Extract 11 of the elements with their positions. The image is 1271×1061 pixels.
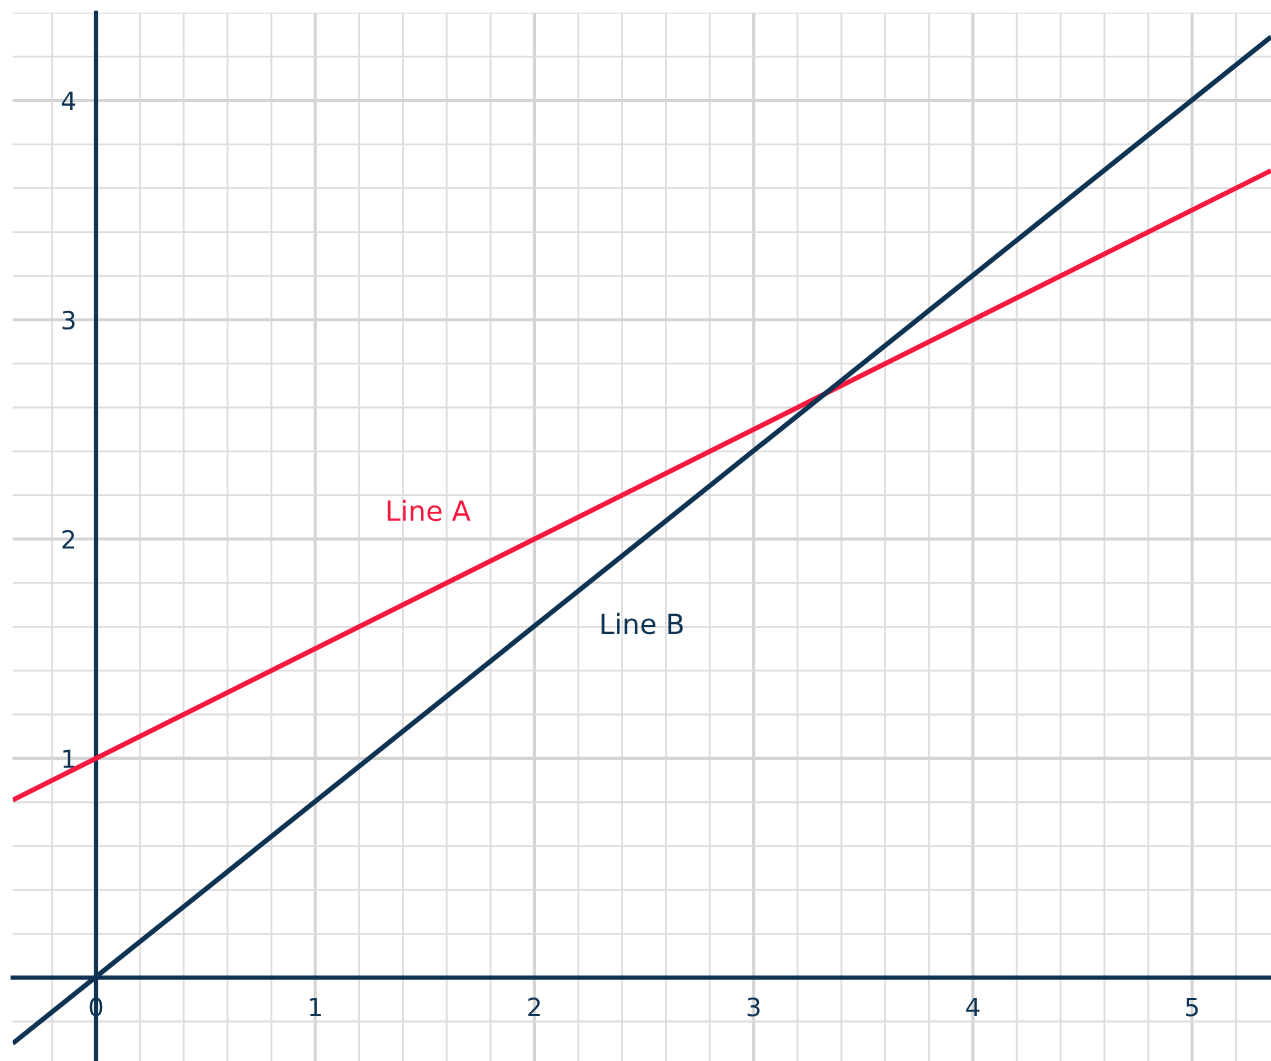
- y-tick-label: 4: [61, 91, 76, 110]
- y-tick-label: 2: [62, 530, 75, 549]
- series-label: Line A: [387, 499, 471, 522]
- x-tick-label: 1: [310, 997, 321, 1017]
- x-tick-label: 3: [747, 997, 760, 1017]
- x-tick-label: 2: [528, 997, 540, 1017]
- x-tick-label: 5: [1186, 997, 1198, 1017]
- y-tick-label: 1: [63, 749, 75, 768]
- series-label: Line B: [601, 612, 683, 635]
- y-tick-label: 3: [62, 310, 75, 330]
- x-tick-label: 4: [966, 997, 980, 1017]
